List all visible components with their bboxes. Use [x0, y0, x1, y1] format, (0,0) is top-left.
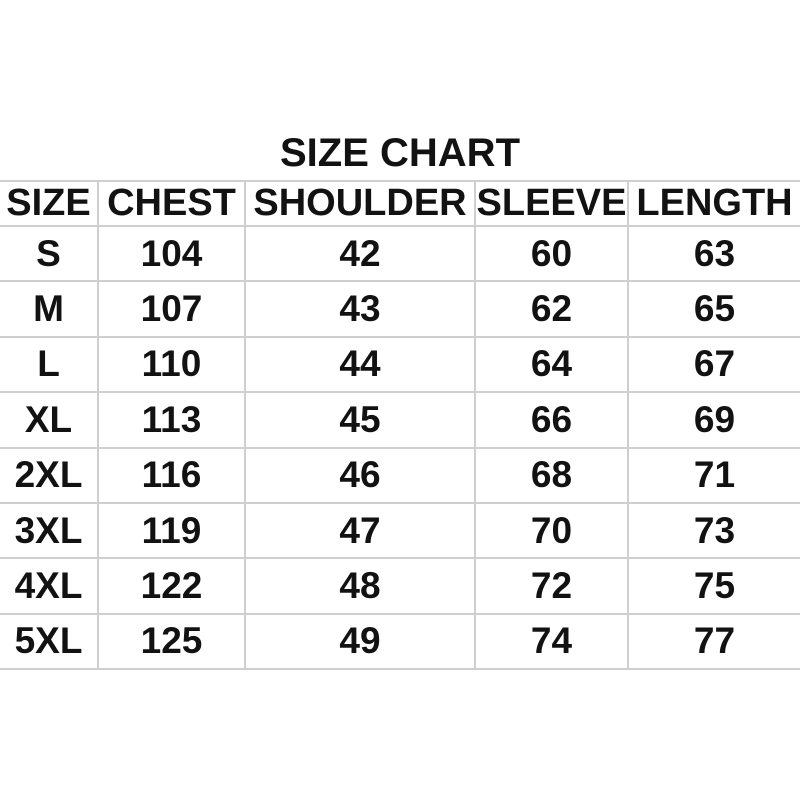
cell-shoulder: 45 [244, 391, 475, 449]
cell-sleeve: 64 [474, 335, 628, 394]
column-header-length: LENGTH [627, 180, 800, 227]
table-row-xl: XL 113 45 66 69 [0, 391, 800, 449]
cell-length: 63 [627, 224, 800, 283]
cell-shoulder: 44 [244, 335, 475, 394]
column-header-chest: CHEST [97, 180, 245, 227]
column-header-sleeve: SLEEVE [474, 180, 628, 227]
header-row: SIZE CHEST SHOULDER SLEEVE LENGTH [0, 180, 800, 227]
cell-sleeve: 60 [474, 224, 628, 283]
cell-length: 69 [627, 391, 800, 449]
cell-length: 77 [627, 612, 800, 671]
cell-sleeve: 74 [474, 612, 628, 671]
cell-length: 73 [627, 501, 800, 560]
table-row-3xl: 3XL 119 47 70 73 [0, 501, 800, 560]
cell-chest: 113 [97, 391, 245, 449]
table-row-5xl: 5XL 125 49 74 77 [0, 612, 800, 671]
cell-shoulder: 43 [244, 280, 475, 338]
cell-length: 67 [627, 335, 800, 394]
cell-sleeve: 68 [474, 446, 628, 504]
cell-length: 71 [627, 446, 800, 504]
cell-shoulder: 48 [244, 557, 475, 615]
cell-shoulder: 42 [244, 224, 475, 283]
cell-size: S [0, 224, 98, 283]
cell-sleeve: 72 [474, 557, 628, 615]
cell-size: L [0, 335, 98, 394]
cell-chest: 122 [97, 557, 245, 615]
cell-chest: 119 [97, 501, 245, 560]
cell-sleeve: 66 [474, 391, 628, 449]
page-title: SIZE CHART [280, 131, 520, 175]
table-row-l: L 110 44 64 67 [0, 335, 800, 394]
cell-size: M [0, 280, 98, 338]
table-row-m: M 107 43 62 65 [0, 280, 800, 338]
cell-sleeve: 62 [474, 280, 628, 338]
cell-shoulder: 49 [244, 612, 475, 671]
cell-size: 5XL [0, 612, 98, 671]
table-row-s: S 104 42 60 63 [0, 224, 800, 283]
cell-size: XL [0, 391, 98, 449]
cell-sleeve: 70 [474, 501, 628, 560]
cell-shoulder: 47 [244, 501, 475, 560]
cell-chest: 116 [97, 446, 245, 504]
size-table: SIZE CHEST SHOULDER SLEEVE LENGTH S 104 … [0, 180, 800, 671]
cell-length: 75 [627, 557, 800, 615]
cell-chest: 110 [97, 335, 245, 394]
cell-shoulder: 46 [244, 446, 475, 504]
cell-length: 65 [627, 280, 800, 338]
cell-size: 4XL [0, 557, 98, 615]
cell-size: 2XL [0, 446, 98, 504]
cell-chest: 107 [97, 280, 245, 338]
cell-chest: 104 [97, 224, 245, 283]
column-header-shoulder: SHOULDER [244, 180, 475, 227]
column-header-size: SIZE [0, 180, 98, 227]
table-row-2xl: 2XL 116 46 68 71 [0, 446, 800, 504]
table-row-4xl: 4XL 122 48 72 75 [0, 557, 800, 615]
cell-chest: 125 [97, 612, 245, 671]
cell-size: 3XL [0, 501, 98, 560]
